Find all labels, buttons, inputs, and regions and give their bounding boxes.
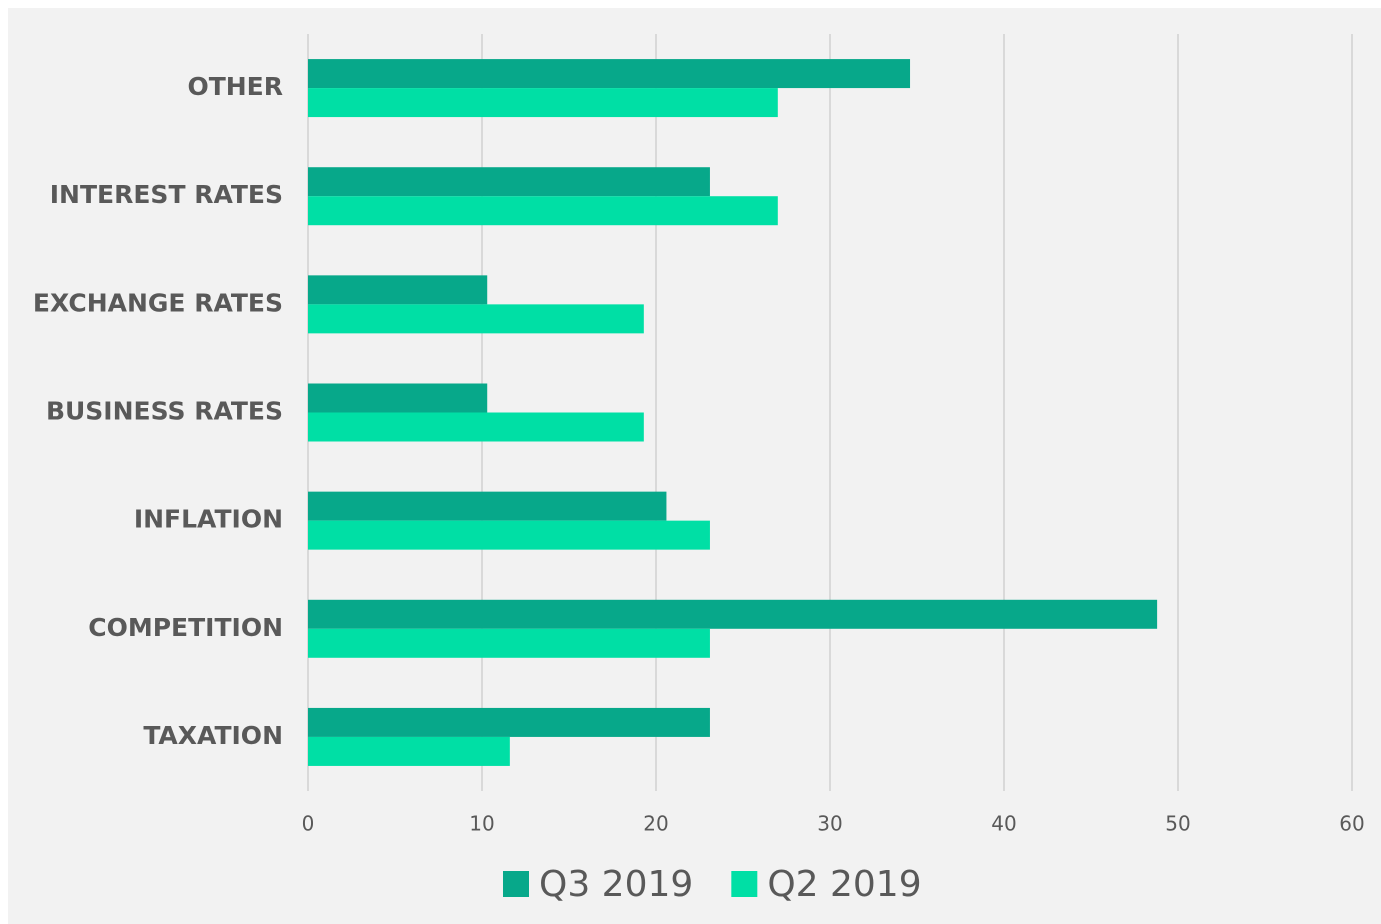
bar bbox=[308, 59, 911, 89]
x-tick-label: 10 bbox=[469, 812, 494, 836]
y-tick-label: EXCHANGE RATES bbox=[33, 288, 283, 317]
x-tick-label: 50 bbox=[1165, 812, 1190, 836]
chart-background bbox=[8, 8, 1381, 924]
bar bbox=[308, 196, 778, 226]
x-tick-label: 0 bbox=[302, 812, 315, 836]
bar bbox=[308, 599, 1158, 629]
x-tick-label: 20 bbox=[643, 812, 668, 836]
bar bbox=[308, 707, 710, 737]
bar bbox=[308, 275, 488, 305]
bar bbox=[308, 736, 510, 766]
bar bbox=[308, 383, 488, 413]
bar bbox=[308, 88, 778, 118]
x-tick-label: 60 bbox=[1339, 812, 1364, 836]
y-tick-label: COMPETITION bbox=[88, 613, 283, 642]
bar bbox=[308, 167, 710, 197]
y-tick-label: BUSINESS RATES bbox=[46, 397, 283, 426]
x-tick-label: 40 bbox=[991, 812, 1016, 836]
y-tick-label: INTEREST RATES bbox=[50, 180, 283, 209]
legend-label: Q3 2019 bbox=[539, 864, 693, 905]
bar bbox=[308, 520, 710, 550]
bar bbox=[308, 491, 667, 521]
y-tick-label: OTHER bbox=[187, 72, 283, 101]
legend-swatch bbox=[503, 871, 529, 897]
y-tick-label: INFLATION bbox=[134, 505, 283, 534]
bar bbox=[308, 304, 644, 334]
legend-swatch bbox=[731, 871, 758, 897]
bar bbox=[308, 628, 710, 658]
bar bbox=[308, 412, 644, 442]
y-tick-label: TAXATION bbox=[143, 721, 283, 750]
x-tick-label: 30 bbox=[817, 812, 842, 836]
legend-label: Q2 2019 bbox=[767, 864, 921, 905]
